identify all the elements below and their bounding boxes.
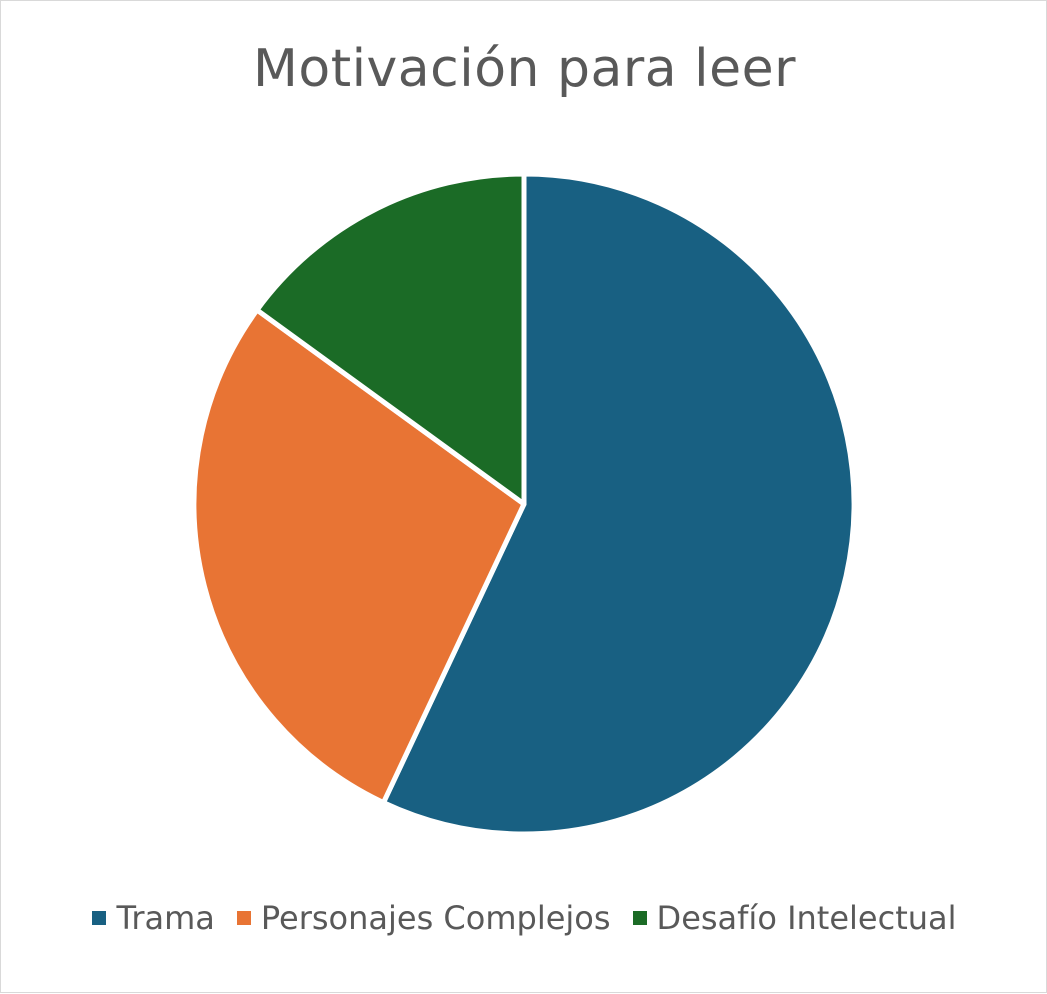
pie-slice-personajes-complejos: [191, 307, 527, 806]
legend-label-personajes-complejos: Personajes Complejos: [260, 899, 611, 937]
legend-swatch-trama: [92, 911, 107, 925]
pie-slice-trama: [380, 171, 857, 837]
legend-label-desafio-intelectual: Desafío Intelectual: [656, 899, 957, 937]
pie-slices: [191, 171, 857, 837]
chart-title: Motivación para leer: [253, 39, 796, 99]
legend-swatch-personajes-complejos: [236, 911, 251, 925]
legend-swatch-desafio-intelectual: [632, 911, 647, 925]
legend-item-desafio-intelectual: Desafío Intelectual: [632, 899, 957, 937]
chart-legend: Trama Personajes Complejos Desafío Intel…: [1, 899, 1047, 937]
legend-item-personajes-complejos: Personajes Complejos: [236, 899, 611, 937]
legend-label-trama: Trama: [116, 899, 215, 937]
pie-slice-desafio-intelectual: [254, 171, 527, 507]
legend-item-trama: Trama: [92, 899, 215, 937]
